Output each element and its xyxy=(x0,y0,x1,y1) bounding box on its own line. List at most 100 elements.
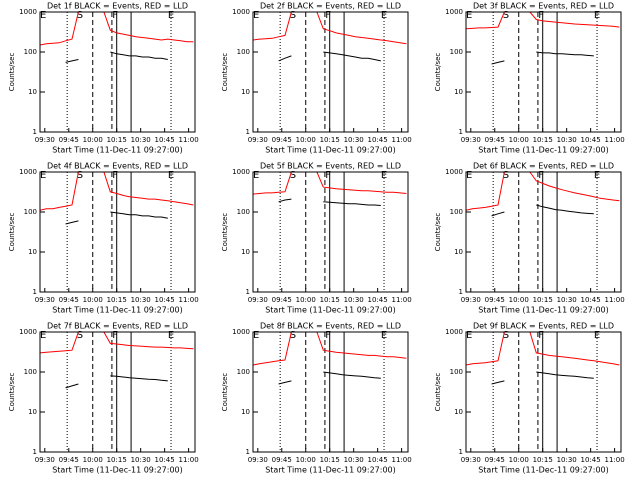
x-tick-label: 10:00 xyxy=(83,296,103,304)
series-line xyxy=(65,375,168,389)
x-tick-label: 09:30 xyxy=(248,296,268,304)
plot-frame xyxy=(39,11,196,133)
x-tick-label: 11:00 xyxy=(179,296,199,304)
y-axis-label: Counts/sec xyxy=(8,213,16,252)
y-tick-label: 10 xyxy=(241,248,250,256)
x-tick-label: 10:45 xyxy=(581,296,601,304)
phase-label: E xyxy=(381,10,387,21)
y-tick-label: 10 xyxy=(454,88,463,96)
phase-label: E xyxy=(594,170,600,181)
y-tick-label: 10 xyxy=(241,88,250,96)
x-tick-label: 10:30 xyxy=(344,136,364,144)
y-tick-label: 1000 xyxy=(19,168,37,176)
x-tick-label: 10:30 xyxy=(131,296,151,304)
x-tick-label: 10:15 xyxy=(107,456,127,464)
x-tick-label: 11:00 xyxy=(605,136,625,144)
phase-label: E xyxy=(40,10,46,21)
y-tick-label: 1 xyxy=(33,448,37,456)
series-line xyxy=(491,204,594,217)
x-tick-label: 10:30 xyxy=(344,296,364,304)
x-axis-label: Start Time (11-Dec-11 09:27:00) xyxy=(478,466,609,475)
series-line xyxy=(278,51,381,62)
phase-label: E xyxy=(381,170,387,181)
phase-label: F xyxy=(112,170,118,181)
series-line xyxy=(491,371,594,385)
phase-label: S xyxy=(77,10,83,21)
phase-label: E xyxy=(466,330,472,341)
x-tick-label: 10:30 xyxy=(131,456,151,464)
y-tick-label: 1 xyxy=(246,288,250,296)
y-tick-label: 10 xyxy=(454,408,463,416)
phase-label: E xyxy=(253,330,259,341)
phase-label: E xyxy=(168,170,174,181)
phase-label: F xyxy=(325,330,331,341)
y-axis-label: Counts/sec xyxy=(8,53,16,92)
y-tick-label: 1 xyxy=(33,128,37,136)
plot-frame xyxy=(39,171,196,293)
x-tick-label: 10:00 xyxy=(509,136,529,144)
x-tick-label: 10:45 xyxy=(581,136,601,144)
phase-label: F xyxy=(538,10,544,21)
x-tick-label: 10:45 xyxy=(368,296,388,304)
series-line xyxy=(65,51,168,63)
plot-frame xyxy=(465,331,622,453)
phase-label: E xyxy=(466,170,472,181)
panel-title: Det 9f BLACK = Events, RED = LLD xyxy=(473,322,614,331)
x-tick-label: 10:15 xyxy=(320,456,340,464)
panel-title: Det 4f BLACK = Events, RED = LLD xyxy=(47,162,188,171)
y-tick-label: 1 xyxy=(459,128,463,136)
phase-label: E xyxy=(466,10,472,21)
phase-label: F xyxy=(538,330,544,341)
y-tick-label: 100 xyxy=(450,368,463,376)
x-axis-label: Start Time (11-Dec-11 09:27:00) xyxy=(478,306,609,315)
y-tick-label: 100 xyxy=(24,48,37,56)
x-tick-label: 10:45 xyxy=(155,296,175,304)
panel-title: Det 1f BLACK = Events, RED = LLD xyxy=(47,2,188,11)
x-tick-label: 10:15 xyxy=(533,296,553,304)
y-tick-label: 1 xyxy=(459,448,463,456)
series-line xyxy=(466,11,620,30)
series-line xyxy=(466,171,620,211)
x-tick-label: 10:30 xyxy=(344,456,364,464)
y-axis-label: Counts/sec xyxy=(434,213,442,252)
x-tick-label: 09:30 xyxy=(461,456,481,464)
panel-title: Det 8f BLACK = Events, RED = LLD xyxy=(260,322,401,331)
phase-label: E xyxy=(168,330,174,341)
y-axis-label: Counts/sec xyxy=(434,373,442,412)
x-tick-label: 11:00 xyxy=(179,136,199,144)
plot-frame xyxy=(465,171,622,293)
y-tick-label: 1000 xyxy=(232,328,250,336)
x-tick-label: 10:15 xyxy=(533,136,553,144)
x-tick-label: 10:00 xyxy=(509,456,529,464)
x-tick-label: 10:45 xyxy=(581,456,601,464)
x-tick-label: 11:00 xyxy=(392,136,412,144)
x-tick-label: 10:15 xyxy=(320,296,340,304)
y-tick-label: 100 xyxy=(237,208,250,216)
x-tick-label: 09:45 xyxy=(272,136,292,144)
y-tick-label: 10 xyxy=(28,248,37,256)
series-line xyxy=(278,198,381,206)
x-tick-label: 09:30 xyxy=(248,456,268,464)
x-tick-label: 09:45 xyxy=(485,456,505,464)
y-tick-label: 1000 xyxy=(445,168,463,176)
y-tick-label: 100 xyxy=(237,368,250,376)
x-tick-label: 09:30 xyxy=(35,136,55,144)
panel-title: Det 7f BLACK = Events, RED = LLD xyxy=(47,322,188,331)
panel-title: Det 2f BLACK = Events, RED = LLD xyxy=(260,2,401,11)
x-tick-label: 10:30 xyxy=(557,136,577,144)
panel-title: Det 6f BLACK = Events, RED = LLD xyxy=(473,162,614,171)
phase-label: F xyxy=(112,330,118,341)
y-tick-label: 1000 xyxy=(19,8,37,16)
x-tick-label: 10:45 xyxy=(155,136,175,144)
x-tick-label: 09:45 xyxy=(59,136,79,144)
plot-frame xyxy=(39,331,196,453)
x-tick-label: 09:45 xyxy=(59,296,79,304)
x-tick-label: 10:15 xyxy=(320,136,340,144)
x-axis-label: Start Time (11-Dec-11 09:27:00) xyxy=(52,146,183,155)
x-tick-label: 10:30 xyxy=(557,456,577,464)
y-tick-label: 1 xyxy=(246,128,250,136)
x-axis-label: Start Time (11-Dec-11 09:27:00) xyxy=(265,146,396,155)
y-tick-label: 10 xyxy=(28,88,37,96)
x-tick-label: 10:15 xyxy=(533,456,553,464)
x-tick-label: 10:00 xyxy=(296,296,316,304)
